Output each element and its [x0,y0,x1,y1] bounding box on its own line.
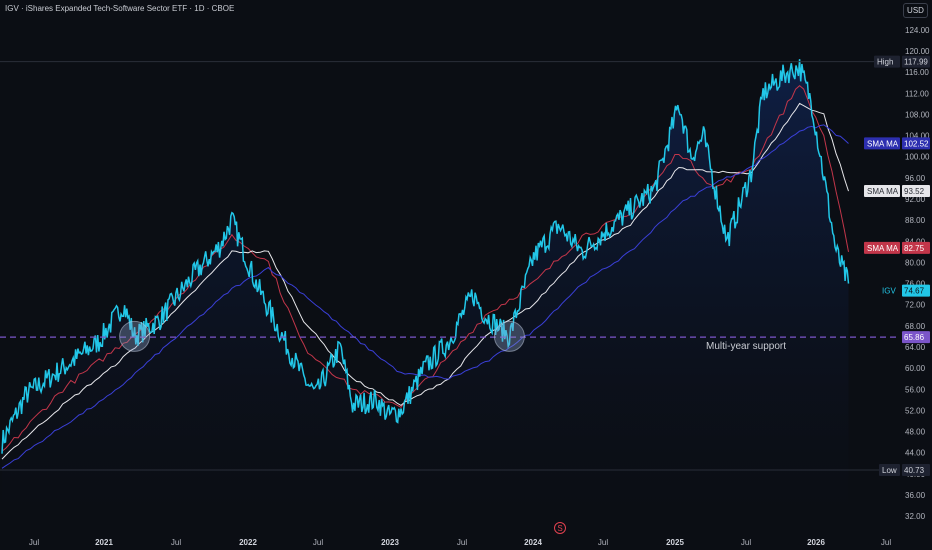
x-tick-label: 2023 [381,538,399,547]
y-tick-label: 84.00 [905,237,926,246]
y-tick-label: 104.00 [905,132,930,141]
y-tick-label: 116.00 [905,68,929,77]
y-tick-label: 80.00 [905,258,926,267]
currency-button[interactable]: USD [903,3,928,18]
support-label: Multi-year support [706,341,786,352]
price-tag-name-box [879,284,900,297]
event-marker-label: S [557,524,562,533]
price-tag-value: 102.52 [904,139,929,148]
price-tag-name: SMA MA [867,187,899,196]
y-tick-label: 112.00 [905,89,929,98]
chart-overlays: Multi-year support S [0,61,900,534]
x-tick-label: Jul [29,538,39,547]
price-tags: 117.99 High 102.52 SMA MA 93.52 SMA MA 82.75 SM… [864,55,930,476]
y-tick-label: 32.00 [905,512,926,521]
highlight-circle-2 [493,320,525,352]
event-marker-icon [554,522,566,534]
price-tag-name: IGV [882,287,896,296]
x-tick-label: 2022 [239,538,257,547]
y-tick-label: 88.00 [905,216,926,225]
price-tag-value: 82.75 [904,244,925,253]
y-tick-label: 76.00 [905,280,926,289]
price-tag-box [902,184,930,197]
price-tag-value: 40.73 [904,466,925,475]
price-tag-value: 93.52 [904,187,925,196]
x-tick-label: Jul [741,538,751,547]
price-tag-value: 117.99 [904,58,928,67]
area-fill [2,59,849,524]
price-tag-name-box [879,463,900,476]
price-tag-value: 74.67 [904,287,925,296]
x-tick-label: Jul [171,538,181,547]
y-tick-label: 72.00 [905,301,926,310]
y-tick-label: 60.00 [905,364,926,373]
y-tick-label: 92.00 [905,195,926,204]
x-tick-label: 2026 [807,538,825,547]
price-tag-box [902,55,930,68]
price-tag-box [902,137,930,150]
price-tag-name: SMA MA [867,244,899,253]
price-tag-name: Low [882,466,897,475]
time-axis[interactable]: Jul 2021 Jul 2022 Jul 2023 Jul 2024 Jul 2025 Jul 20… [29,538,891,547]
price-axis[interactable]: 32.0036.0040.0044.0048.0052.0056.0060.00… [905,26,930,521]
price-tag-value: 65.86 [904,333,925,342]
y-tick-label: 120.00 [905,47,930,56]
x-tick-label: 2021 [95,538,113,547]
y-tick-label: 44.00 [905,449,926,458]
x-tick-label: 2024 [524,538,542,547]
x-tick-label: Jul [598,538,608,547]
x-tick-label: Jul [881,538,891,547]
y-tick-label: 36.00 [905,491,926,500]
highlight-circle-1 [119,320,151,352]
price-area-fill [2,59,849,524]
y-tick-label: 96.00 [905,174,926,183]
series-lines [1,59,850,469]
price-line [1,59,850,454]
price-tag-name-box [864,184,900,197]
y-tick-label: 68.00 [905,322,926,331]
y-tick-label: 52.00 [905,406,926,415]
x-tick-label: 2025 [666,538,684,547]
y-tick-label: 124.00 [905,26,930,35]
price-tag-box [902,331,930,344]
sma_slow-line [1,124,849,469]
y-tick-label: 48.00 [905,428,926,437]
y-tick-label: 64.00 [905,343,926,352]
price-tag-name-box [864,241,900,254]
price-tag-box [902,463,930,476]
chart-title: IGV · iShares Expanded Tech-Software Sec… [5,4,235,13]
price-tag-name-box [864,137,900,150]
price-tag-name: SMA MA [867,139,899,148]
y-tick-label: 100.00 [905,153,930,162]
x-tick-label: Jul [313,538,323,547]
x-tick-label: Jul [457,538,467,547]
price-tag-box [902,284,930,297]
y-tick-label: 108.00 [905,110,930,119]
price-tag-name: High [877,58,893,67]
y-tick-label: 56.00 [905,385,926,394]
price-tag-box [902,241,930,254]
price-tag-name-box [874,55,900,68]
